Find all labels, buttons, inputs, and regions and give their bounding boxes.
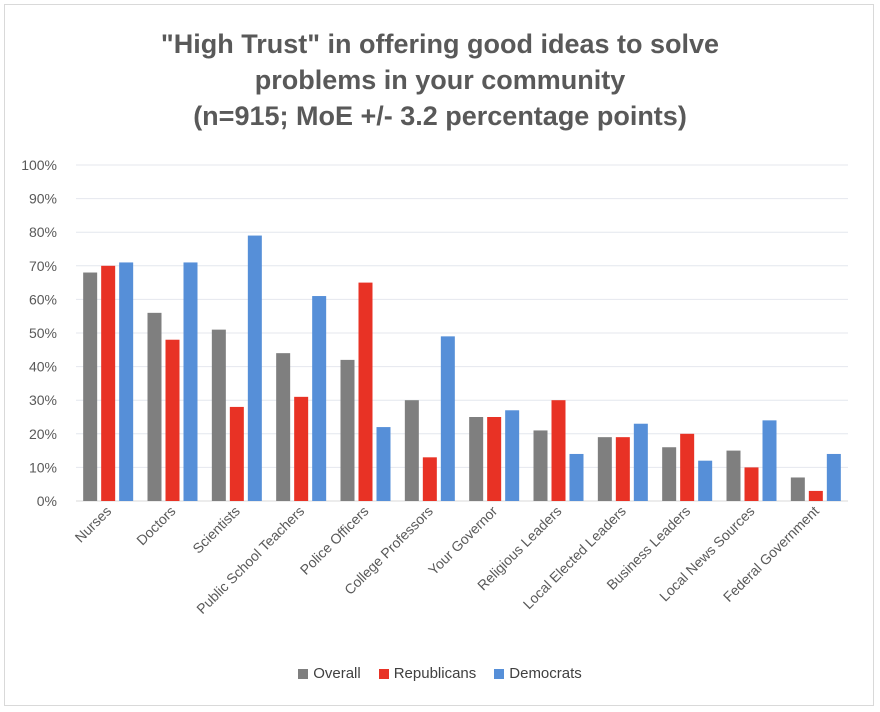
y-tick-label: 100% [21,157,57,173]
bar-overall [340,359,355,501]
legend-item: Democrats [494,665,582,682]
bar-democrats [698,460,713,501]
y-tick-label: 10% [29,459,57,475]
bar-republicans [615,437,630,501]
bar-democrats [826,453,841,501]
x-tick-label: Nurses [72,503,115,546]
bar-republicans [294,396,309,501]
bar-democrats [633,423,648,501]
bar-overall [533,430,548,501]
chart-frame [4,4,874,706]
bar-democrats [569,453,584,501]
legend-label: Overall [313,665,361,682]
bar-overall [404,400,419,501]
legend-label: Democrats [509,665,582,682]
legend: Overall Republicans Democrats [0,665,880,682]
title-line-2: problems in your community [254,65,626,95]
y-tick-label: 40% [29,359,57,375]
bar-republicans [101,265,116,501]
y-tick-label: 0% [37,493,57,509]
title-line-1: "High Trust" in offering good ideas to s… [160,29,720,59]
y-tick-label: 90% [29,191,57,207]
y-tick-label: 80% [29,224,57,240]
chart-title: "High Trust" in offering good ideas to s… [0,26,880,134]
bar-republicans [808,490,823,501]
bar-democrats [312,296,327,501]
legend-swatch [494,668,505,679]
bar-republicans [422,457,437,501]
bar-republicans [551,400,566,501]
bar-overall [469,417,484,501]
bar-democrats [376,427,391,501]
legend-item: Overall [298,665,361,682]
bar-overall [597,437,612,501]
bar-democrats [247,235,262,501]
bar-overall [662,447,677,501]
x-tick-label: Public School Teachers [193,503,307,617]
bar-overall [211,329,226,501]
x-tick-label: Scientists [189,503,243,557]
bar-democrats [183,262,198,501]
y-tick-label: 70% [29,258,57,274]
legend-label: Republicans [393,665,477,682]
bar-republicans [680,433,695,501]
bar-republicans [358,282,373,501]
bar-overall [790,477,805,501]
bar-overall [276,353,291,501]
bar-democrats [505,410,520,501]
bar-overall [147,312,162,501]
bar-democrats [762,420,777,501]
bar-republicans [487,417,502,501]
legend-swatch [378,668,389,679]
bar-republicans [229,406,244,501]
y-tick-label: 60% [29,291,57,307]
y-tick-label: 50% [29,325,57,341]
legend-item: Republicans [378,665,477,682]
title-line-3: (n=915; MoE +/- 3.2 percentage points) [193,101,687,131]
bar-republicans [744,467,759,501]
bar-overall [726,450,741,501]
y-tick-label: 20% [29,426,57,442]
bar-democrats [440,336,455,501]
x-tick-label: Doctors [133,503,178,548]
y-tick-label: 30% [29,392,57,408]
bar-overall [83,272,98,501]
legend-swatch [298,668,309,679]
bar-republicans [165,339,180,501]
bar-democrats [119,262,134,501]
